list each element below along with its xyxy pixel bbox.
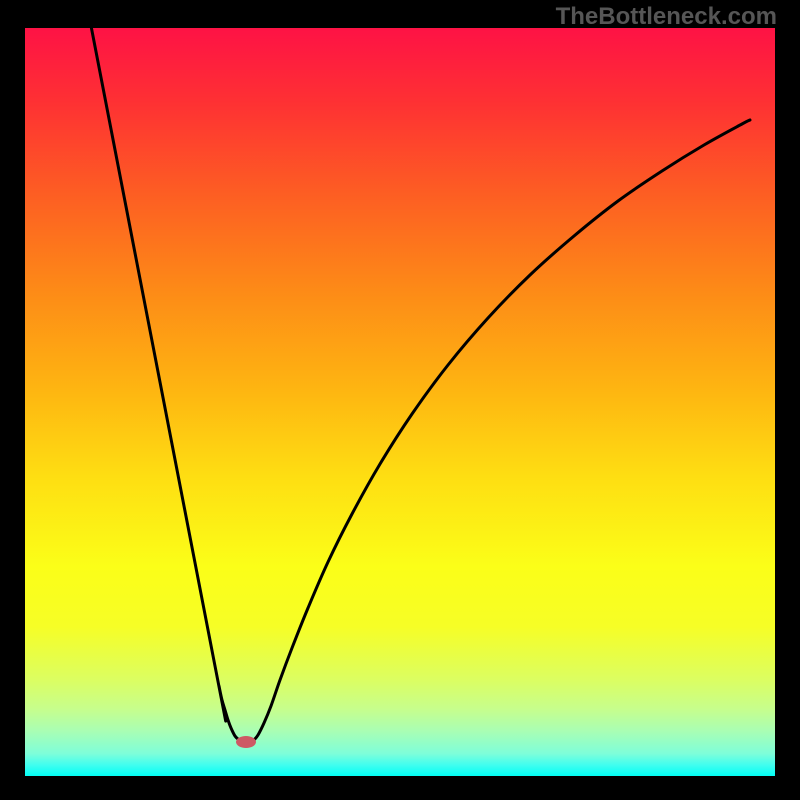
minimum-marker xyxy=(236,736,256,748)
watermark-text: TheBottleneck.com xyxy=(556,3,777,30)
plot-area xyxy=(25,28,775,776)
chart-container: TheBottleneck.com xyxy=(0,0,800,800)
plot-svg xyxy=(25,28,775,776)
watermark-label: TheBottleneck.com xyxy=(556,3,777,31)
gradient-background xyxy=(25,28,775,776)
